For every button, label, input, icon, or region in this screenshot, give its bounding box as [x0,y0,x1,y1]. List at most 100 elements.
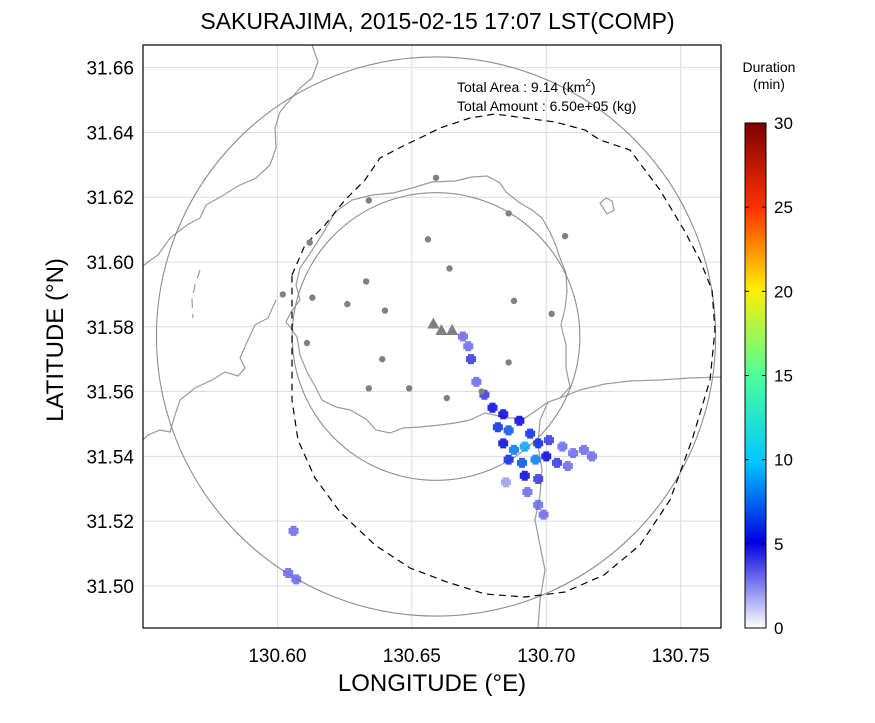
x-tick-label: 130.75 [652,646,710,667]
station-dot [510,297,518,305]
station-dot [379,355,386,363]
ash-cell [503,425,514,436]
colorbar-title-line1: Duration [742,59,796,75]
sakurajima-coastline [285,175,571,434]
ash-cell [533,499,544,510]
ash-cell [498,409,509,420]
map-title: SAKURAJIMA, 2015-02-15 17:07 LST(COMP) [200,8,675,34]
mainland-coastline-east [559,376,721,399]
y-tick-label: 31.60 [86,253,134,274]
y-tick-label: 31.58 [86,318,134,339]
ash-cell [492,422,503,433]
y-tick-label: 31.56 [86,383,134,404]
ash-cell [465,354,476,365]
station-dot [381,307,389,314]
ash-cell [503,454,514,465]
station-dot [561,232,569,240]
y-tick-label: 31.66 [86,59,134,80]
station-dot [306,239,313,246]
ash-cell [500,477,511,488]
colorbar-tick-label: 20 [774,282,793,301]
ash-cell [568,448,579,459]
station-dot [505,210,512,217]
ash-cell [283,567,294,578]
station-dot [443,394,450,402]
inner-range-circle [291,192,581,481]
small-island-coast [599,197,615,215]
inland-dashed-boundary [191,269,201,319]
x-tick-label: 130.70 [517,646,575,667]
x-tick-labels: 130.60 130.65 130.70 130.75 [248,646,709,667]
station-dot [303,339,311,347]
y-tick-labels: 31.50 31.52 31.54 31.56 31.58 31.60 31.62 31.64… [86,59,134,598]
range-circles [155,56,717,617]
station-dot [424,236,432,243]
ash-cell [517,457,528,468]
ash-cell [291,574,302,585]
station-dot [446,265,453,272]
dashed-boundary [291,113,716,598]
ash-cell [578,444,589,455]
ash-cell [552,457,563,468]
station-dot [478,388,485,395]
vent-triangle [446,324,459,336]
station-dot [279,291,286,298]
colorbar-tick-label: 5 [774,535,783,554]
western-coastline [143,45,319,267]
ash-cell [487,402,498,413]
outer-range-circle [155,56,717,617]
x-axis-label: LONGITUDE (°E) [337,670,527,697]
colorbar-title-line2: (min) [753,76,785,92]
vent-triangle [427,317,440,329]
colorbar-tick-label: 30 [774,114,793,133]
ash-cell [457,331,468,342]
ash-cell [288,525,299,536]
colorbar-tick-label: 25 [774,198,793,217]
ash-cell [557,441,568,452]
station-dot [362,278,370,285]
y-tick-label: 31.54 [86,447,134,468]
y-tick-label: 31.64 [86,123,134,144]
station-dot [548,310,555,318]
vent-markers [427,317,459,336]
western-coastline-south [143,299,277,441]
ash-cell [471,376,482,387]
ash-cell [562,461,573,472]
grid-lines [143,45,721,628]
ash-cell [498,438,509,449]
ash-cell [543,435,554,446]
station-markers [279,174,569,402]
colorbar-title: Duration (min) [728,59,810,93]
station-dot [309,294,316,301]
colorbar-tick-label: 15 [774,367,793,386]
colorbar-ticks: 0 5 10 15 20 25 30 [745,114,793,638]
ash-cell [508,444,519,455]
ash-cell [519,441,530,452]
station-dot [405,385,413,392]
x-tick-label: 130.65 [383,646,441,667]
colorbar-tick-label: 0 [774,619,783,638]
ash-cell [538,509,549,520]
ash-cell [586,451,597,462]
ash-cell [525,428,536,439]
ash-cell [463,341,474,352]
station-dot [365,385,373,392]
x-tick-label: 130.60 [248,646,306,667]
ash-cell [533,474,544,485]
y-tick-label: 31.52 [86,512,134,533]
vent-triangle [435,324,448,336]
station-dot [344,300,351,308]
station-dot [365,197,373,204]
station-dot [432,174,440,181]
colorbar-tick-label: 10 [774,451,793,470]
total-amount-text: Total Amount : 6.50e+05 (kg) [457,98,636,114]
y-tick-label: 31.62 [86,188,134,209]
ash-cell [522,486,533,497]
ash-cell [519,470,530,481]
plot-frame [142,44,722,629]
ash-distribution-layer [283,331,597,585]
total-area-text: Total Area : 9.14 (km2) [457,78,596,95]
station-dot [505,359,512,366]
ash-cell [530,454,541,465]
